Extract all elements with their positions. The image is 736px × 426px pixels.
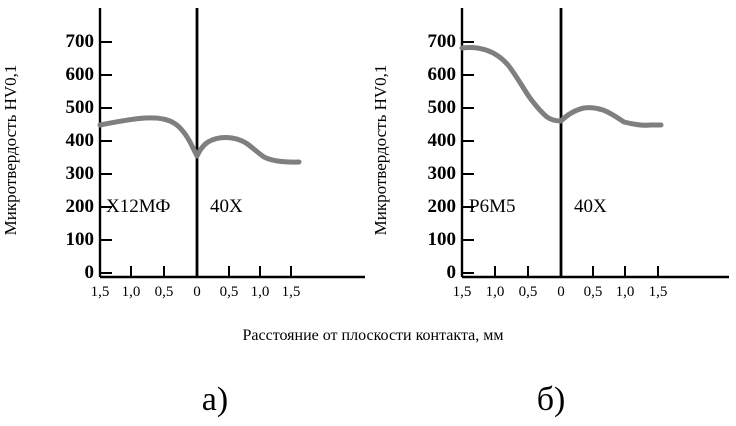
svg-text:700: 700 <box>66 31 95 52</box>
svg-text:700: 700 <box>428 31 457 52</box>
svg-text:0,5: 0,5 <box>155 284 174 300</box>
svg-text:40Х: 40Х <box>574 196 607 217</box>
svg-text:0,5: 0,5 <box>220 284 239 300</box>
svg-text:1,5: 1,5 <box>91 284 110 300</box>
svg-text:1,0: 1,0 <box>486 284 505 300</box>
svg-text:Микротвердость HV0,1: Микротвердость HV0,1 <box>371 65 390 236</box>
svg-text:1,5: 1,5 <box>453 284 472 300</box>
svg-text:а): а) <box>202 381 228 418</box>
svg-text:0: 0 <box>85 262 95 283</box>
svg-text:400: 400 <box>428 130 457 151</box>
svg-text:1,5: 1,5 <box>649 284 668 300</box>
svg-text:500: 500 <box>428 97 457 118</box>
svg-text:300: 300 <box>428 163 457 184</box>
svg-text:Микротвердость HV0,1: Микротвердость HV0,1 <box>1 65 20 236</box>
svg-text:Р6М5: Р6М5 <box>469 196 515 217</box>
svg-text:500: 500 <box>66 97 95 118</box>
svg-text:1,0: 1,0 <box>251 284 270 300</box>
svg-text:40Х: 40Х <box>210 196 243 217</box>
svg-text:1,0: 1,0 <box>616 284 635 300</box>
svg-text:0: 0 <box>193 284 201 300</box>
svg-text:Расстояние от плоскости контак: Расстояние от плоскости контакта, мм <box>242 327 503 344</box>
svg-text:Х12МФ: Х12МФ <box>106 196 170 217</box>
svg-text:0: 0 <box>447 262 457 283</box>
svg-text:1,5: 1,5 <box>282 284 301 300</box>
svg-text:100: 100 <box>428 229 457 250</box>
svg-text:0,5: 0,5 <box>584 284 603 300</box>
svg-text:300: 300 <box>66 163 95 184</box>
svg-text:400: 400 <box>66 130 95 151</box>
svg-text:600: 600 <box>66 64 95 85</box>
svg-text:1,0: 1,0 <box>122 284 141 300</box>
svg-text:0: 0 <box>557 284 565 300</box>
svg-text:200: 200 <box>428 196 457 217</box>
svg-text:б): б) <box>537 381 566 418</box>
svg-text:0,5: 0,5 <box>519 284 538 300</box>
svg-text:600: 600 <box>428 64 457 85</box>
svg-text:100: 100 <box>66 229 95 250</box>
svg-text:200: 200 <box>66 196 95 217</box>
